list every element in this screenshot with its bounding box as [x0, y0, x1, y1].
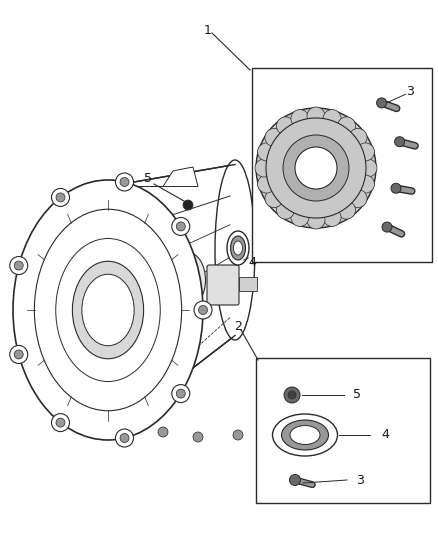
Circle shape: [10, 345, 28, 364]
Circle shape: [176, 222, 185, 231]
Circle shape: [194, 301, 212, 319]
Circle shape: [276, 201, 294, 219]
FancyBboxPatch shape: [207, 265, 239, 305]
Circle shape: [176, 389, 185, 398]
Circle shape: [183, 200, 193, 210]
Circle shape: [291, 208, 309, 227]
Circle shape: [291, 110, 309, 127]
Circle shape: [284, 387, 300, 403]
Circle shape: [52, 414, 70, 432]
Bar: [239, 277, 257, 291]
Circle shape: [172, 385, 190, 402]
Circle shape: [357, 143, 374, 161]
Circle shape: [198, 305, 208, 314]
Circle shape: [276, 117, 294, 135]
Circle shape: [265, 190, 283, 207]
Ellipse shape: [233, 241, 243, 255]
Ellipse shape: [13, 180, 203, 440]
Circle shape: [14, 261, 23, 270]
Bar: [256, 358, 430, 503]
Circle shape: [120, 433, 129, 442]
Text: 1: 1: [204, 23, 212, 36]
Bar: [252, 68, 432, 262]
Circle shape: [266, 118, 366, 218]
Circle shape: [116, 429, 134, 447]
Circle shape: [307, 107, 325, 125]
Circle shape: [323, 110, 341, 127]
Circle shape: [56, 418, 65, 427]
Circle shape: [258, 175, 276, 193]
Circle shape: [14, 350, 23, 359]
Text: 4: 4: [381, 429, 389, 441]
Circle shape: [377, 98, 387, 108]
Ellipse shape: [227, 231, 249, 265]
Circle shape: [295, 147, 337, 189]
Circle shape: [258, 143, 276, 161]
Circle shape: [349, 190, 367, 207]
Text: 3: 3: [356, 473, 364, 487]
Ellipse shape: [72, 261, 144, 359]
Circle shape: [357, 175, 374, 193]
Ellipse shape: [170, 253, 205, 308]
Circle shape: [52, 189, 70, 206]
Circle shape: [123, 422, 133, 432]
Circle shape: [120, 177, 129, 187]
Circle shape: [10, 256, 28, 274]
Polygon shape: [133, 167, 198, 187]
Circle shape: [349, 128, 367, 147]
Circle shape: [307, 211, 325, 229]
Circle shape: [158, 427, 168, 437]
Polygon shape: [108, 165, 235, 433]
Circle shape: [382, 222, 392, 232]
Circle shape: [265, 128, 283, 147]
Circle shape: [391, 183, 401, 193]
Ellipse shape: [272, 414, 338, 456]
Ellipse shape: [215, 160, 255, 340]
Ellipse shape: [282, 420, 328, 450]
Circle shape: [256, 108, 376, 228]
Circle shape: [255, 159, 273, 177]
Circle shape: [290, 474, 300, 486]
Text: 5: 5: [353, 389, 361, 401]
Circle shape: [233, 430, 243, 440]
Text: 5: 5: [144, 172, 152, 184]
Ellipse shape: [290, 425, 320, 445]
Circle shape: [338, 117, 356, 135]
Ellipse shape: [82, 274, 134, 346]
Circle shape: [288, 391, 296, 399]
Text: 3: 3: [406, 85, 414, 98]
Circle shape: [359, 159, 377, 177]
Circle shape: [283, 135, 349, 201]
Ellipse shape: [230, 236, 246, 260]
Circle shape: [395, 137, 405, 147]
Circle shape: [338, 201, 356, 219]
Text: 4: 4: [248, 255, 256, 269]
Text: 2: 2: [234, 320, 242, 334]
Circle shape: [323, 208, 341, 227]
Circle shape: [56, 193, 65, 202]
Circle shape: [172, 217, 190, 236]
Circle shape: [193, 432, 203, 442]
Circle shape: [116, 173, 134, 191]
